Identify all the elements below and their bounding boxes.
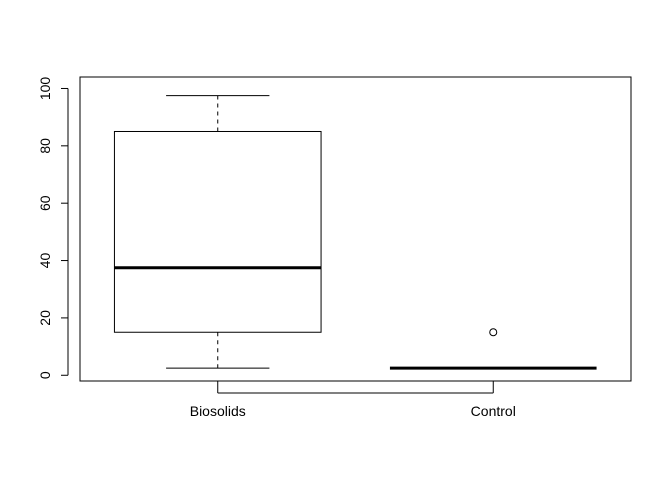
plot-frame [79, 76, 632, 382]
box-control [389, 328, 597, 370]
box-biosolids [113, 95, 322, 369]
y-tick-label: 0 [37, 371, 53, 379]
y-axis: 0 20 40 60 80 100 [37, 77, 69, 379]
boxes [113, 95, 597, 370]
y-tick-label: 40 [37, 253, 53, 269]
y-tick-label: 20 [37, 310, 53, 326]
x-tick-label: Biosolids [190, 403, 246, 419]
x-tick-label: Control [471, 403, 516, 419]
y-tick-label: 80 [37, 138, 53, 154]
y-tick-label: 100 [37, 77, 53, 101]
outlier-point [489, 328, 498, 337]
y-tick-label: 60 [37, 195, 53, 211]
x-axis: Biosolids Control [190, 381, 516, 419]
box-body [113, 130, 322, 333]
